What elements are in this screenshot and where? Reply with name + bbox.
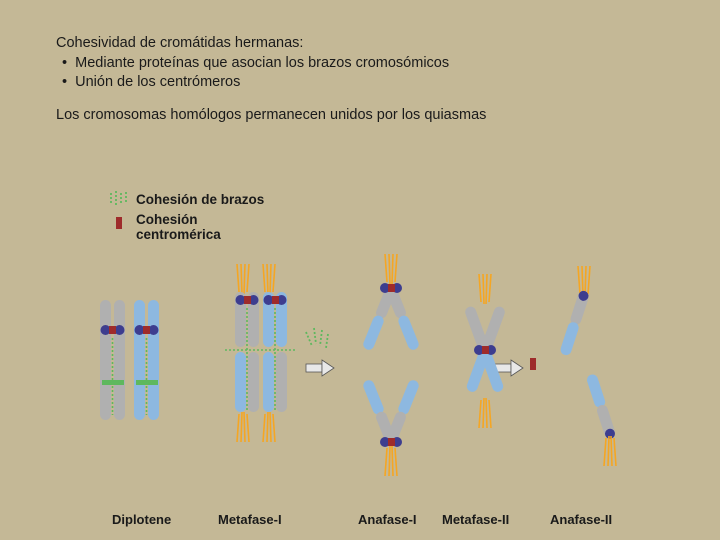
subheading: Los cromosomas homólogos permanecen unid… (56, 107, 664, 123)
bullet-2-text: Unión de los centrómeros (75, 74, 240, 90)
title: Cohesividad de cromátidas hermanas: (56, 34, 664, 54)
legend: Cohesión de brazos Cohesión centromérica (108, 190, 264, 246)
diagram (0, 250, 720, 480)
arrow-after-metaphase1 (306, 360, 334, 376)
stage-metaphase2 (464, 274, 507, 428)
legend-cent-row: Cohesión centromérica (108, 212, 264, 242)
arrow-after-anaphase1 (495, 360, 523, 376)
bullet-1: • Mediante proteínas que asocian los bra… (56, 54, 664, 74)
cohesion-arm-icon (108, 190, 130, 208)
legend-arm-row: Cohesión de brazos (108, 190, 264, 208)
legend-cent-l2: centromérica (136, 227, 221, 242)
label-anaphase1: Anafase-I (358, 512, 417, 527)
label-metaphase1: Metafase-I (218, 512, 282, 527)
stage-anaphase2 (559, 266, 617, 466)
label-anaphase2: Anafase-II (550, 512, 612, 527)
stage-anaphase1 (362, 254, 421, 476)
cohesion-cent-icon (108, 212, 130, 234)
bullet-2: • Unión de los centrómeros (56, 73, 664, 93)
heading-block: Cohesividad de cromátidas hermanas: • Me… (56, 34, 664, 93)
stage-metaphase1 (225, 264, 297, 442)
label-metaphase2: Metafase-II (442, 512, 509, 527)
legend-arm-label: Cohesión de brazos (136, 192, 264, 207)
red-square-icon (530, 358, 536, 370)
stage-diplotene (100, 300, 159, 420)
bullet-1-text: Mediante proteínas que asocian los brazo… (75, 55, 449, 71)
green-cluster-icon (306, 328, 328, 348)
label-diplotene: Diplotene (112, 512, 171, 527)
legend-cent-l1: Cohesión (136, 212, 198, 227)
legend-cent-label: Cohesión centromérica (136, 212, 221, 242)
